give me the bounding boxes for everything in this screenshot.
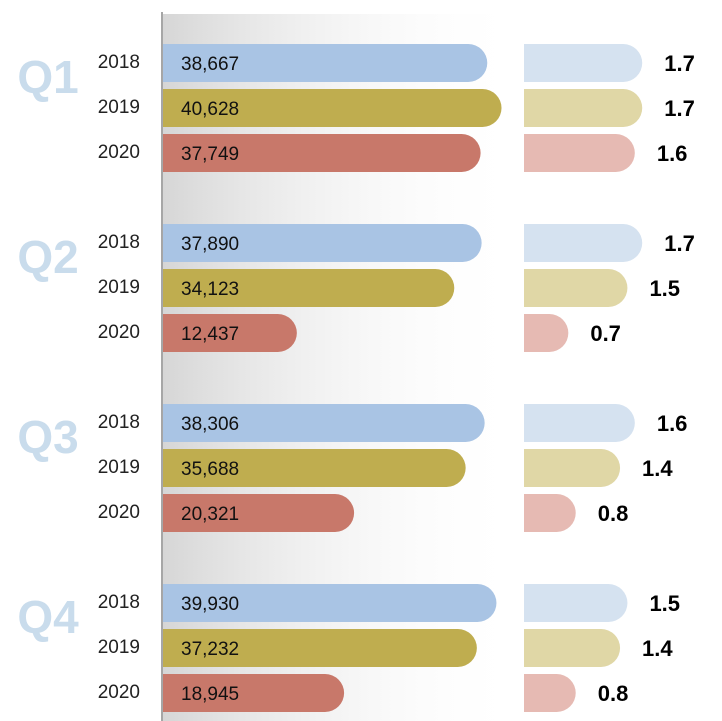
year-label: 2020	[98, 142, 140, 163]
bar	[524, 674, 576, 712]
year-label: 2018	[98, 412, 140, 433]
bar	[524, 584, 628, 622]
value-label: 37,232	[181, 639, 239, 660]
value-label: 12,437	[181, 324, 239, 345]
value-label: 1.7	[664, 51, 695, 76]
year-label: 2018	[98, 52, 140, 73]
bar	[163, 629, 477, 667]
bar	[163, 89, 502, 127]
value-label: 1.7	[664, 96, 695, 121]
bar	[163, 584, 497, 622]
year-label: 2020	[98, 682, 140, 703]
value-label: 38,667	[181, 54, 239, 75]
bar	[163, 494, 355, 532]
value-label: 0.8	[598, 681, 629, 706]
bar	[163, 269, 455, 307]
value-label: 18,945	[181, 684, 239, 705]
quarter-label: Q2	[17, 231, 78, 283]
value-label: 1.5	[649, 276, 680, 301]
bar	[163, 314, 297, 352]
value-label: 37,749	[181, 144, 239, 165]
value-label: 1.6	[657, 411, 688, 436]
year-label: 2018	[98, 232, 140, 253]
bar	[163, 449, 466, 487]
bar	[524, 134, 635, 172]
year-label: 2019	[98, 637, 140, 658]
bar	[524, 89, 643, 127]
value-label: 34,123	[181, 279, 239, 300]
quarter-label: Q3	[17, 411, 78, 463]
bar	[524, 629, 621, 667]
bar	[163, 44, 488, 82]
bar	[163, 224, 482, 262]
bar	[163, 134, 481, 172]
year-label: 2018	[98, 592, 140, 613]
bar	[524, 269, 628, 307]
bar	[524, 494, 576, 532]
year-label: 2020	[98, 502, 140, 523]
value-label: 35,688	[181, 459, 239, 480]
bar	[524, 44, 643, 82]
year-label: 2019	[98, 97, 140, 118]
value-label: 1.7	[664, 231, 695, 256]
quarter-label: Q4	[17, 591, 79, 643]
bar	[524, 449, 621, 487]
value-label: 20,321	[181, 504, 239, 525]
value-label: 38,306	[181, 414, 239, 435]
value-label: 1.6	[657, 141, 688, 166]
value-label: 0.8	[598, 501, 629, 526]
bar	[524, 314, 569, 352]
value-label: 40,628	[181, 99, 239, 120]
value-label: 37,890	[181, 234, 239, 255]
value-label: 1.5	[649, 591, 680, 616]
year-label: 2019	[98, 277, 140, 298]
value-label: 1.4	[642, 636, 673, 661]
bar	[163, 674, 345, 712]
bar	[524, 224, 643, 262]
bar	[163, 404, 485, 442]
year-label: 2019	[98, 457, 140, 478]
value-label: 39,930	[181, 594, 239, 615]
bar	[524, 404, 635, 442]
quarter-label: Q1	[17, 51, 78, 103]
value-label: 0.7	[590, 321, 621, 346]
value-label: 1.4	[642, 456, 673, 481]
year-label: 2020	[98, 322, 140, 343]
